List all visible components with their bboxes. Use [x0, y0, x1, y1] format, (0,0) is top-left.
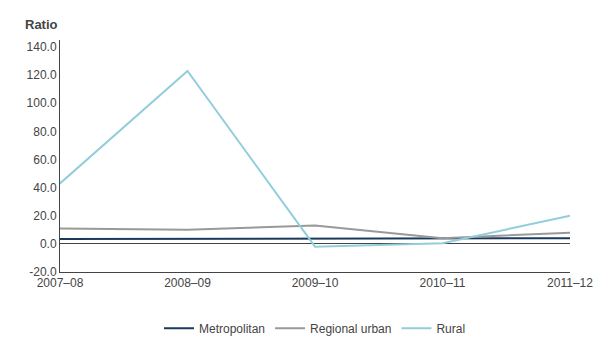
svg-text:100.0: 100.0 [27, 96, 57, 110]
svg-text:2009–10: 2009–10 [292, 276, 339, 290]
svg-text:120.0: 120.0 [27, 68, 57, 82]
svg-text:80.0: 80.0 [33, 125, 57, 139]
svg-text:2008–09: 2008–09 [164, 276, 211, 290]
svg-text:0.0: 0.0 [40, 237, 57, 251]
svg-text:140.0: 140.0 [27, 40, 57, 54]
svg-text:-20.0: -20.0 [29, 265, 57, 279]
svg-text:20.0: 20.0 [33, 209, 57, 223]
svg-text:Rural: Rural [436, 322, 465, 336]
svg-text:2007–08: 2007–08 [37, 276, 84, 290]
svg-text:60.0: 60.0 [33, 153, 57, 167]
svg-text:Regional urban: Regional urban [310, 322, 391, 336]
svg-text:2011–12: 2011–12 [547, 276, 593, 290]
svg-text:Metropolitan: Metropolitan [199, 322, 265, 336]
svg-text:Ratio: Ratio [25, 17, 58, 32]
svg-text:2010–11: 2010–11 [420, 276, 466, 290]
svg-text:40.0: 40.0 [33, 181, 57, 195]
